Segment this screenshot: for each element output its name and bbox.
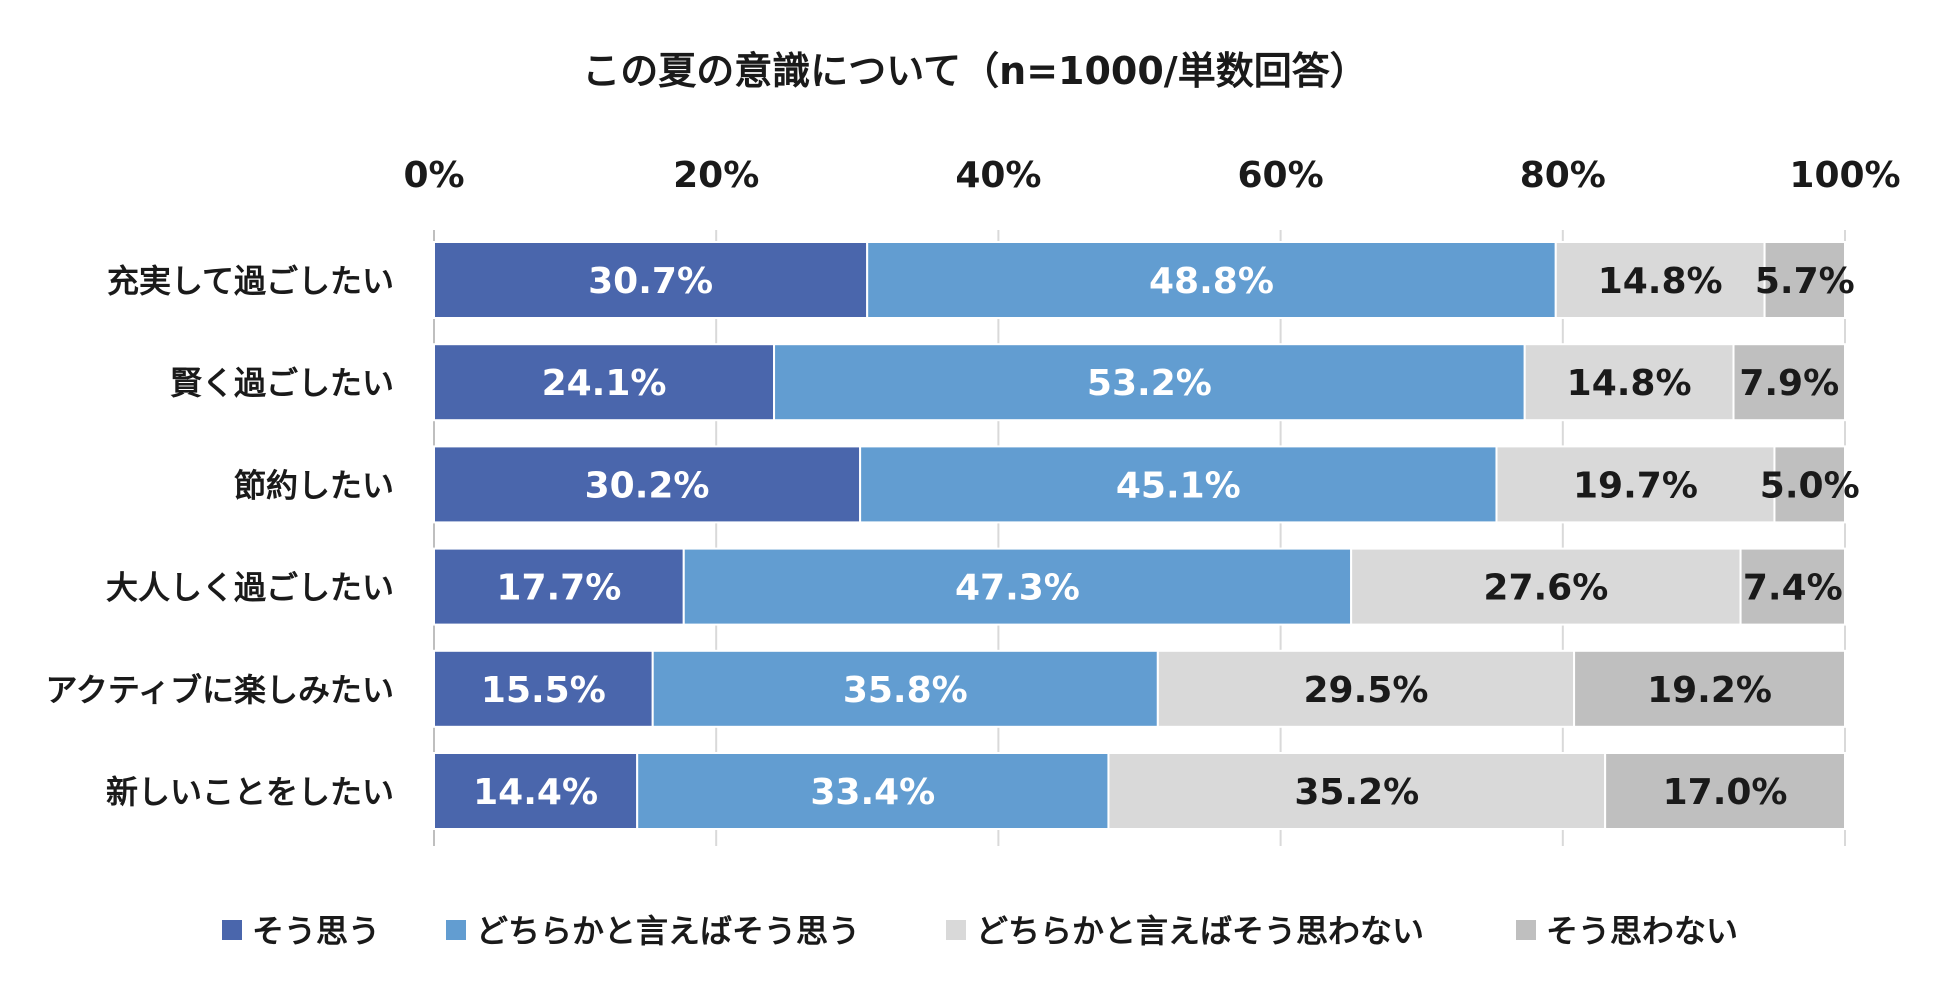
bar-segment	[1523, 343, 1735, 422]
data-label: 5.7%	[1755, 261, 1855, 302]
bar-segment	[1773, 445, 1846, 524]
legend-label: そう思う	[252, 912, 380, 950]
data-label: 53.2%	[1087, 363, 1212, 404]
data-label: 15.5%	[481, 670, 606, 711]
bar-segment	[1732, 343, 1847, 422]
data-label: 19.2%	[1647, 670, 1772, 711]
category-label: 節約したい	[234, 466, 394, 504]
bar-segment	[1573, 649, 1846, 728]
bar-segment	[682, 547, 1353, 626]
bar-segment	[1763, 241, 1846, 319]
data-label: 27.6%	[1483, 568, 1608, 609]
bars	[433, 241, 1847, 830]
data-label: 33.4%	[810, 772, 935, 813]
legend: そう思う どちらかと言えばそう思う どちらかと言えばそう思わない そう思わない	[222, 912, 1738, 950]
bar-segment	[433, 547, 685, 626]
data-label: 24.1%	[542, 363, 667, 404]
legend-label: どちらかと言えばそう思う	[476, 912, 860, 950]
bar-segment	[1495, 445, 1776, 524]
chart-title: この夏の意識について（n=1000/単数回答）	[582, 49, 1367, 93]
bar-segment	[433, 752, 639, 830]
data-label: 14.4%	[473, 772, 598, 813]
bar-segment	[1107, 752, 1607, 830]
category-labels: 充実して過ごしたい賢く過ごしたい節約したい大人しく過ごしたいアクティブに楽しみた…	[46, 262, 394, 811]
legend-swatch	[222, 920, 242, 940]
data-label: 17.0%	[1663, 772, 1788, 813]
category-label: 賢く過ごしたい	[170, 364, 394, 402]
gridlines	[433, 230, 1846, 846]
data-label: 47.3%	[955, 568, 1080, 609]
legend-swatch	[446, 920, 466, 940]
bar-segment	[433, 241, 869, 319]
data-label: 7.4%	[1743, 568, 1843, 609]
category-label: 充実して過ごしたい	[107, 262, 394, 300]
bar-segment	[433, 649, 654, 728]
category-label: 大人しく過ごしたい	[106, 569, 394, 607]
data-label: 17.7%	[496, 568, 621, 609]
data-label: 45.1%	[1116, 465, 1241, 506]
bar-segment	[1739, 547, 1847, 626]
x-tick-label: 0%	[403, 155, 464, 196]
bar-segment	[773, 343, 1526, 422]
data-label: 5.0%	[1760, 465, 1860, 506]
x-tick-label: 40%	[955, 155, 1041, 196]
data-label: 29.5%	[1304, 670, 1429, 711]
category-label: 新しいことをしたい	[106, 773, 394, 811]
x-axis-ticks: 0% 20% 40% 60% 80% 100%	[403, 155, 1900, 196]
x-tick-label: 60%	[1238, 155, 1324, 196]
bar-segment	[651, 649, 1159, 728]
legend-label: そう思わない	[1546, 912, 1738, 950]
data-label: 48.8%	[1149, 261, 1274, 302]
x-tick-label: 100%	[1789, 155, 1900, 196]
bar-segment	[433, 343, 776, 422]
legend-swatch	[946, 920, 966, 940]
data-label: 35.2%	[1294, 772, 1419, 813]
data-label: 19.7%	[1573, 465, 1698, 506]
legend-swatch	[1516, 920, 1536, 940]
bar-segment	[433, 445, 862, 524]
legend-label: どちらかと言えばそう思わない	[976, 912, 1424, 950]
x-tick-label: 80%	[1520, 155, 1606, 196]
x-tick-label: 20%	[673, 155, 759, 196]
data-label: 14.8%	[1567, 363, 1692, 404]
data-label: 35.8%	[843, 670, 968, 711]
bar-segment	[859, 445, 1498, 524]
data-labels: 30.7% 48.8% 14.8% 5.7% 24.1% 53.2% 14.8% 7.9% 30…	[473, 261, 1860, 813]
data-label: 7.9%	[1739, 363, 1839, 404]
bar-segment	[1604, 752, 1846, 830]
data-label: 30.2%	[585, 465, 710, 506]
data-label: 30.7%	[588, 261, 713, 302]
category-label: アクティブに楽しみたい	[46, 671, 394, 709]
data-label: 14.8%	[1598, 261, 1723, 302]
